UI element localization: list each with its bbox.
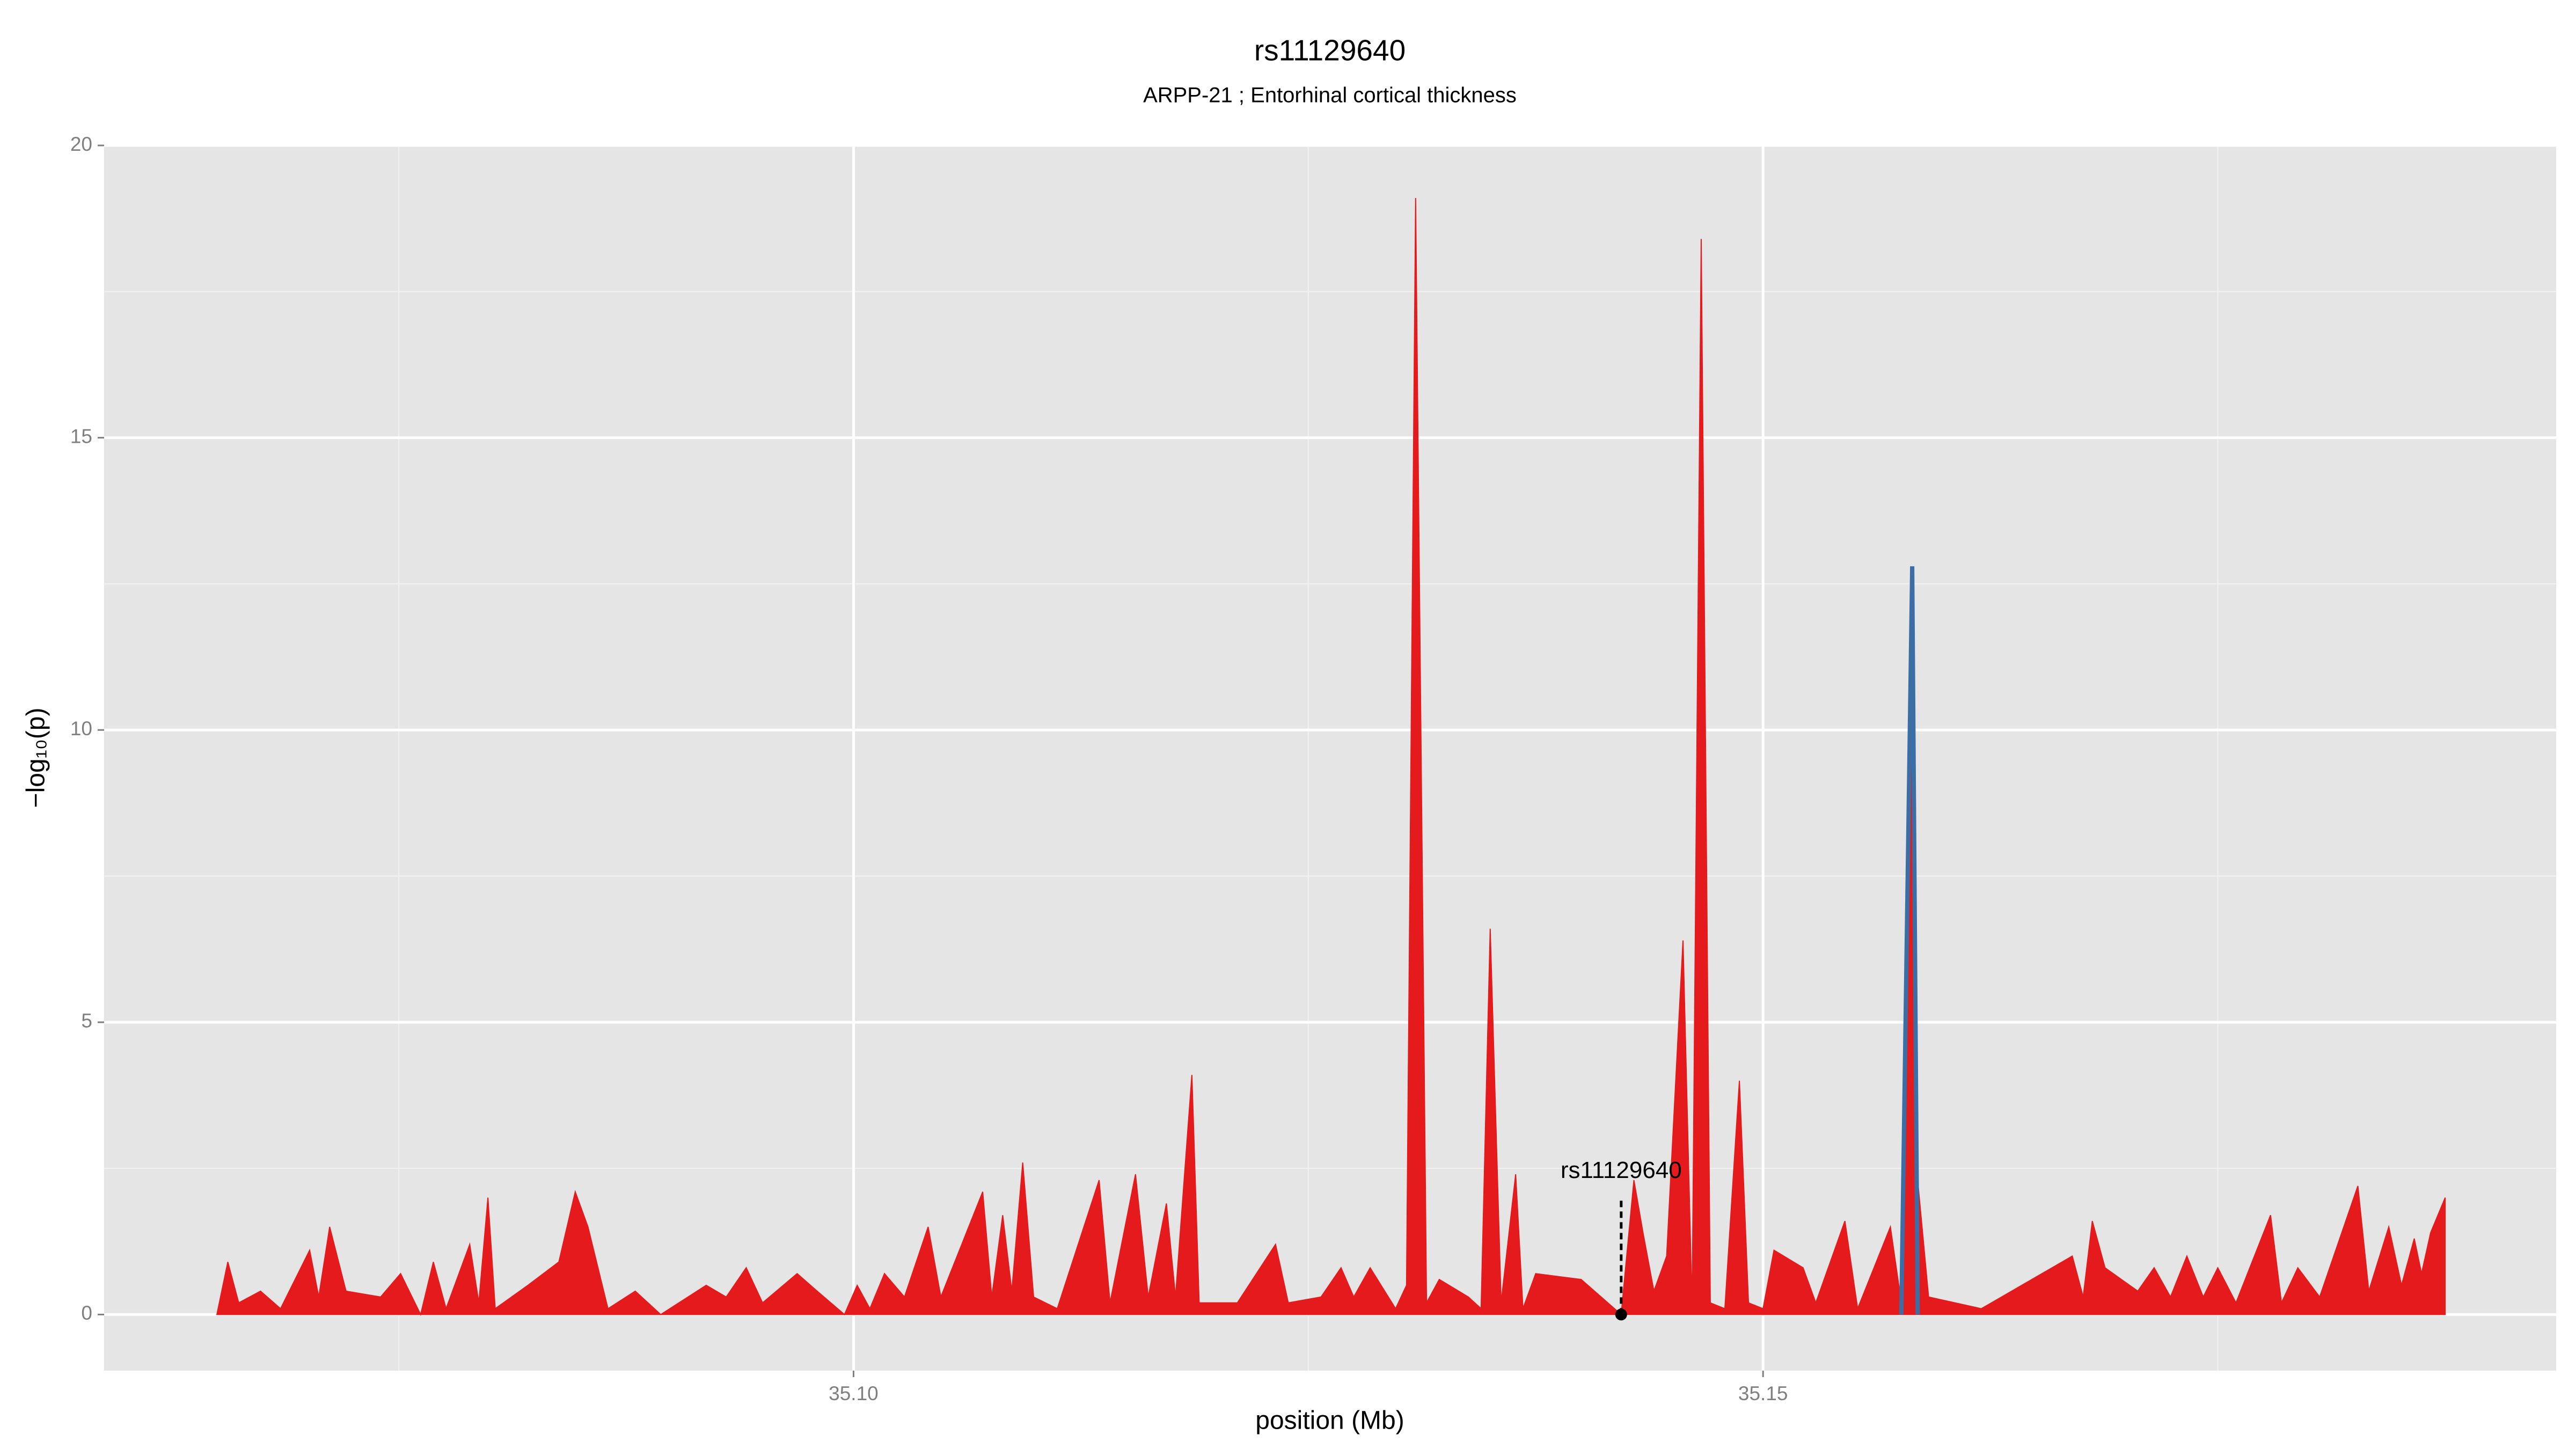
annotation-label: rs11129640	[1561, 1157, 1682, 1183]
area	[216, 198, 2446, 1316]
line	[1899, 566, 1920, 1315]
x-tick-label: 35.15	[1738, 1382, 1788, 1404]
y-tick-label: 5	[81, 1010, 92, 1032]
chart-subtitle: ARPP-21 ; Entorhinal cortical thickness	[1143, 84, 1517, 107]
panel	[104, 145, 2556, 1371]
y-tick-label: 0	[81, 1302, 92, 1324]
annotation-point	[1615, 1308, 1627, 1321]
chart-title: rs11129640	[1254, 34, 1406, 67]
y-tick-label: 20	[70, 133, 92, 155]
x-tick-label: 35.10	[829, 1382, 879, 1404]
y-axis-label: −log₁₀(p)	[22, 708, 50, 808]
y-tick-label: 15	[70, 425, 92, 447]
x-axis-label: position (Mb)	[1255, 1407, 1404, 1435]
y-tick-label: 10	[70, 718, 92, 740]
